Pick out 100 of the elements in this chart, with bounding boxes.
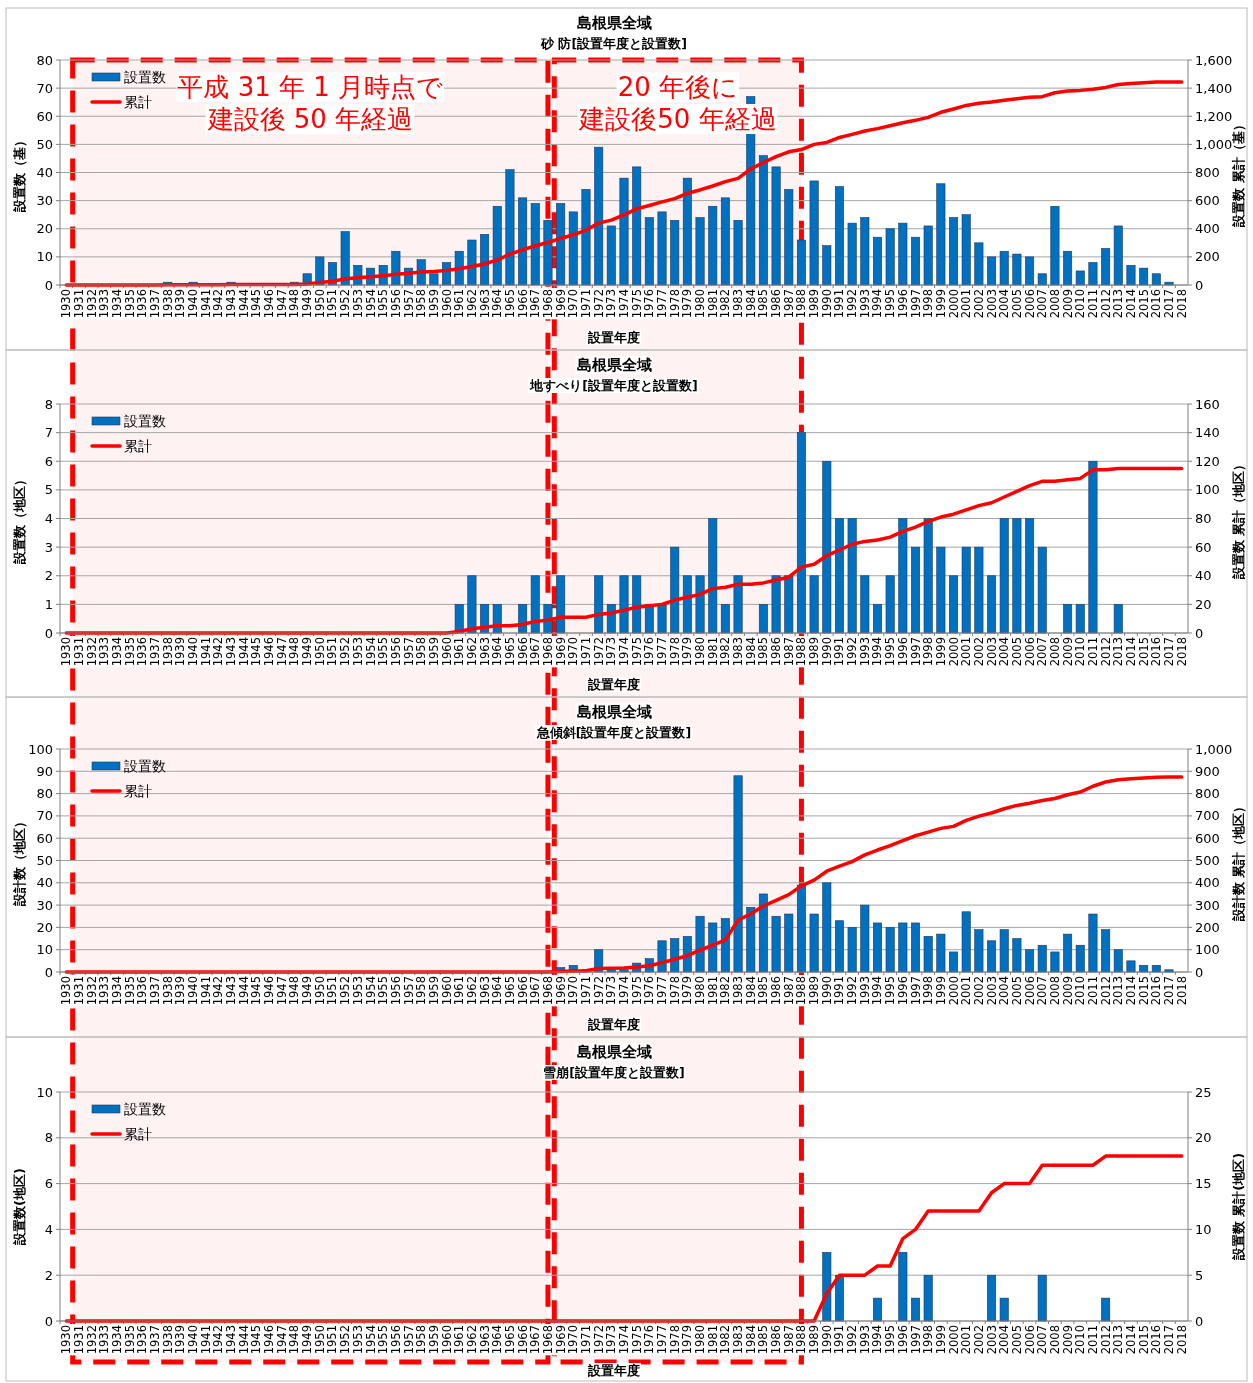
x-tick-label: 1968	[540, 1325, 555, 1355]
x-tick-label: 1996	[895, 1325, 910, 1355]
x-tick-label: 2000	[946, 637, 961, 667]
x-tick-label: 1947	[274, 289, 289, 319]
x-tick-label: 1936	[135, 1325, 150, 1355]
x-tick-label: 1935	[122, 976, 137, 1006]
x-tick-label: 1950	[312, 289, 327, 319]
x-tick-label: 1981	[705, 289, 720, 319]
y-tick-label: 70	[36, 80, 53, 96]
x-tick-label: 1998	[921, 1325, 936, 1355]
x-tick-label: 1945	[249, 289, 264, 319]
x-tick-label: 1975	[629, 976, 644, 1006]
x-tick-label: 1934	[110, 289, 125, 319]
x-tick-label: 1956	[388, 637, 403, 667]
x-tick-label: 1983	[731, 289, 746, 319]
x-tick-label: 1955	[376, 289, 391, 319]
y2-tick-label: 80	[1195, 511, 1212, 526]
x-tick-label: 2016	[1149, 637, 1164, 667]
y2-tick-label: 10	[1195, 1221, 1212, 1237]
y-tick-label: 60	[36, 830, 53, 846]
y-tick-label: 80	[36, 786, 53, 802]
x-tick-label: 1957	[401, 289, 416, 319]
y2-tick-label: 400	[1195, 875, 1220, 891]
x-tick-label: 2015	[1136, 637, 1151, 667]
x-tick-label: 1941	[198, 1325, 213, 1355]
y2-tick-label: 600	[1195, 193, 1220, 209]
x-tick-label: 1966	[515, 1325, 530, 1355]
x-tick-label: 1980	[693, 289, 708, 319]
x-tick-label: 2002	[971, 289, 986, 319]
x-tick-label: 1984	[743, 289, 758, 319]
x-tick-label: 1931	[72, 976, 87, 1006]
x-tick-label: 1996	[895, 637, 910, 667]
x-tick-label: 1995	[883, 289, 898, 319]
y2-tick-label: 400	[1195, 221, 1220, 237]
x-tick-label: 1965	[502, 289, 517, 319]
x-tick-label: 1953	[350, 637, 365, 667]
x-tick-label: 1999	[933, 289, 948, 319]
x-tick-label: 2010	[1073, 1325, 1088, 1355]
x-tick-label: 1933	[97, 976, 112, 1006]
y-tick-label: 50	[36, 853, 53, 868]
x-tick-label: 1932	[84, 976, 99, 1006]
x-tick-label: 1961	[452, 289, 467, 319]
x-tick-label: 1948	[287, 976, 302, 1006]
chart-title: 島根県全域	[576, 1043, 652, 1061]
x-tick-label: 1976	[642, 976, 657, 1006]
x-tick-label: 1943	[224, 289, 239, 319]
x-tick-label: 1973	[604, 637, 619, 667]
x-tick-label: 2015	[1136, 976, 1151, 1006]
y-tick-label: 8	[44, 1130, 53, 1146]
x-tick-label: 1954	[363, 976, 378, 1006]
x-tick-label: 2014	[1123, 1325, 1138, 1355]
y2-tick-label: 60	[1195, 539, 1212, 555]
y-tick-label: 1	[44, 596, 53, 612]
x-tick-label: 1974	[617, 289, 631, 319]
legend-label: 累計	[124, 94, 152, 110]
y2-tick-label: 5	[1195, 1267, 1204, 1283]
x-tick-label: 1976	[642, 289, 657, 319]
legend-label: 累計	[124, 783, 152, 799]
y2-tick-label: 900	[1195, 763, 1220, 779]
chart-title: 島根県全域	[576, 14, 652, 32]
x-tick-label: 1947	[274, 976, 289, 1006]
x-tick-label: 1963	[477, 637, 492, 667]
x-tick-label: 1965	[502, 976, 517, 1006]
x-tick-label: 2003	[984, 976, 999, 1006]
x-tick-label: 1997	[908, 976, 923, 1006]
x-tick-label: 1967	[528, 289, 543, 319]
y2-tick-label: 700	[1195, 808, 1220, 824]
x-tick-label: 2018	[1174, 976, 1189, 1006]
x-tick-label: 1968	[540, 976, 555, 1006]
x-tick-label: 1954	[363, 1325, 378, 1355]
x-tick-label: 1983	[731, 1325, 746, 1355]
x-tick-label: 1944	[236, 637, 251, 667]
x-tick-label: 2003	[984, 289, 999, 319]
x-tick-label: 1951	[325, 637, 340, 667]
x-tick-label: 1987	[781, 976, 796, 1006]
x-tick-label: 1972	[591, 1325, 606, 1355]
y-tick-label: 50	[36, 136, 53, 152]
x-tick-label: 1971	[578, 1325, 593, 1355]
y-tick-label: 70	[36, 808, 53, 824]
x-tick-label: 1955	[376, 1325, 391, 1355]
x-tick-label: 2013	[1111, 289, 1126, 319]
x-tick-label: 1954	[363, 289, 378, 319]
x-tick-label: 1969	[553, 637, 568, 667]
x-tick-label: 1942	[211, 976, 226, 1006]
x-tick-label: 1992	[845, 1325, 860, 1355]
x-tick-label: 1946	[262, 976, 277, 1006]
x-tick-label: 2001	[959, 1325, 974, 1355]
x-tick-label: 1948	[287, 1325, 302, 1355]
x-tick-label: 1935	[122, 289, 137, 319]
x-tick-label: 1930	[59, 1325, 74, 1355]
y2-tick-label: 25	[1195, 1084, 1212, 1100]
x-tick-label: 1956	[388, 976, 403, 1006]
chart-subtitle: 砂 防[設置年度と設置数]	[540, 36, 687, 51]
x-tick-label: 2001	[959, 976, 974, 1006]
x-tick-label: 1995	[883, 976, 898, 1006]
x-tick-label: 2012	[1098, 1325, 1113, 1355]
x-tick-label: 1958	[414, 976, 429, 1006]
y2-tick-label: 160	[1195, 396, 1220, 412]
x-tick-label: 1952	[338, 637, 353, 667]
x-tick-label: 1982	[718, 289, 733, 319]
